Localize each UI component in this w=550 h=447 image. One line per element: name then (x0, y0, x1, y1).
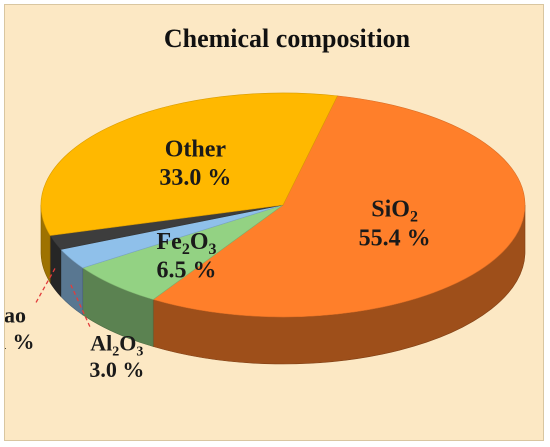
slice-value-other: 33.0 % (159, 165, 231, 191)
label-other: Other 33.0 % (159, 136, 231, 191)
slice-value-fe-o: 6.5 % (157, 258, 217, 284)
slice-other (40, 92, 338, 236)
slice-value-cao: 2.1 % (5, 329, 34, 354)
leader-line-al-o (70, 284, 92, 330)
leader-lines (34, 268, 92, 330)
slice-label-sio: SiO2 (371, 197, 418, 226)
chart-title: Chemical composition (164, 24, 411, 53)
slice-label-other: Other (165, 136, 227, 162)
slice-value-sio: 55.4 % (359, 225, 431, 251)
slice-label-cao: Cao (5, 302, 26, 327)
chart-frame: Chemical composition SiO2 55.4 % Other 33.0… (4, 4, 544, 441)
slice-value-al-o: 3.0 % (89, 357, 144, 382)
slice-sio (152, 95, 526, 318)
pie-tops (40, 92, 526, 318)
label-cao: Cao2.1 % (5, 302, 34, 353)
slice-label-al-o: Al2O3 (90, 331, 143, 360)
slice-label-fe-o: Fe2O3 (157, 229, 217, 258)
